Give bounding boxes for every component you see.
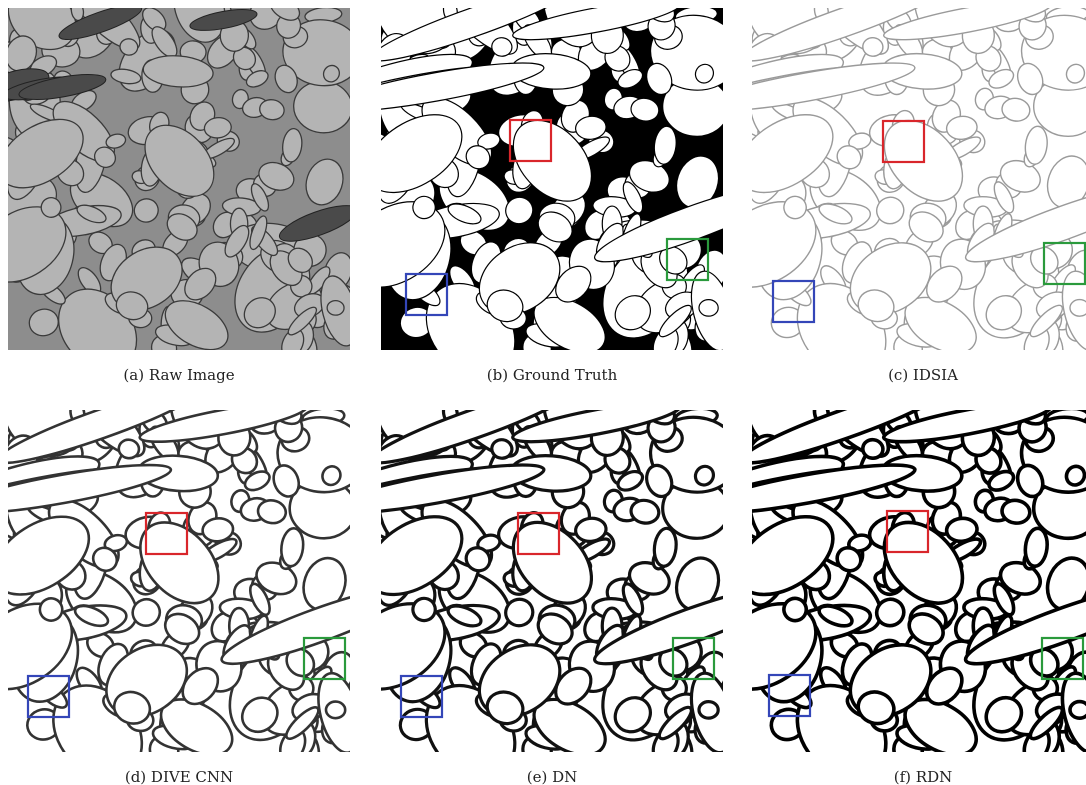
panel-image xyxy=(0,364,420,785)
page: (a) Raw Image (b) Ground Truth (c) IDSIA (d… xyxy=(0,0,1086,785)
cell xyxy=(945,517,978,543)
figure: (a) Raw Image (b) Ground Truth (c) IDSIA (d… xyxy=(0,0,1086,785)
panel-image xyxy=(669,0,1086,394)
caption: (d) DIVE CNN xyxy=(125,768,233,785)
panel-image xyxy=(298,0,793,394)
cell xyxy=(1070,300,1086,317)
cell xyxy=(326,702,345,719)
caption: (c) IDSIA xyxy=(888,366,958,384)
caption: (b) Ground Truth xyxy=(487,366,618,384)
cell xyxy=(1070,702,1086,719)
cell xyxy=(699,702,718,719)
cell xyxy=(327,301,344,316)
cell xyxy=(490,438,513,459)
caption: (a) Raw Image xyxy=(123,366,234,384)
panel-image xyxy=(669,364,1086,785)
cell xyxy=(699,300,718,317)
panel-image xyxy=(0,0,365,386)
caption: (f) RDN xyxy=(894,768,952,785)
cell xyxy=(861,438,884,459)
caption: (e) DN xyxy=(527,768,578,785)
panel-image xyxy=(298,364,793,785)
